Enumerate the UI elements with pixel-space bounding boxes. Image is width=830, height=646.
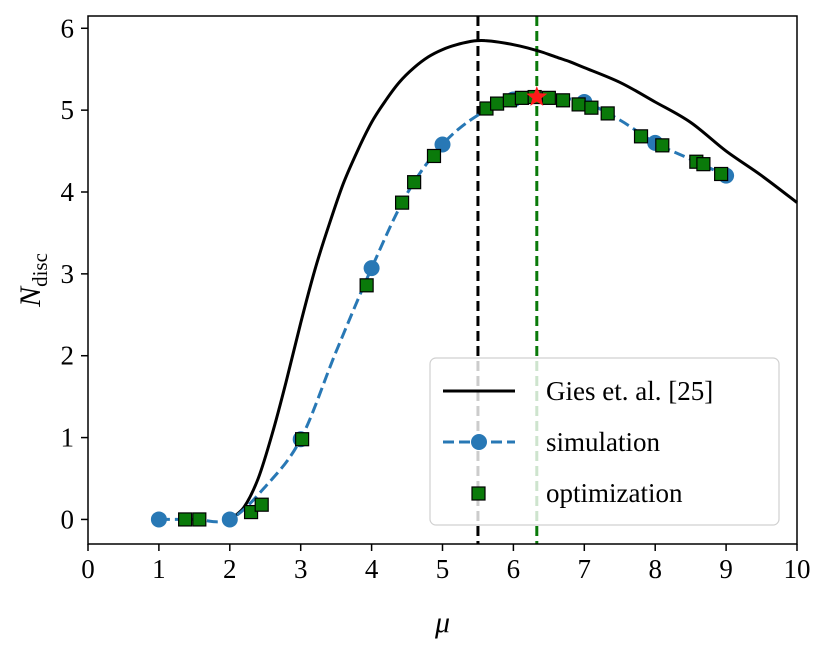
y-tick-label: 6: [61, 13, 75, 43]
simulation-point: [434, 136, 451, 153]
optimization-point: [243, 504, 259, 520]
simulation-point: [150, 511, 167, 528]
optimization-point: [489, 96, 505, 111]
legend-box: [429, 357, 780, 526]
x-tick-label: 5: [436, 554, 450, 584]
x-tick-label: 8: [648, 554, 662, 584]
optimization-point: [254, 497, 269, 512]
series-gies-line: [228, 38, 798, 521]
legend-label-gies: Gies et. al. [25]: [546, 376, 713, 406]
optimization-point: [295, 432, 310, 447]
legend-label-optimization: optimization: [546, 478, 683, 508]
optimization-point: [696, 157, 711, 172]
optimization-point: [600, 106, 615, 121]
optimization-point: [514, 90, 530, 105]
y-axis-label: Ndisc: [14, 253, 52, 308]
simulation-point: [363, 260, 380, 277]
optimum-star-marker: [526, 86, 548, 106]
simulation-point: [221, 511, 238, 528]
x-tick-label: 3: [294, 554, 308, 584]
x-tick-label: 9: [719, 554, 733, 584]
optimization-point: [555, 93, 571, 108]
optimization-point: [426, 148, 442, 164]
optimization-point: [178, 512, 193, 527]
optimization-point: [192, 512, 207, 527]
y-tick-label: 1: [61, 423, 75, 453]
axes: 0 1 2 3 4 5 6 7 8 9 10 0 1 2 3 4 5 6 μ Ndisc: [14, 13, 811, 639]
optimization-point: [394, 195, 410, 210]
y-tick-label: 0: [61, 504, 75, 534]
legend: Gies et. al. [25] simulation optimizatio…: [429, 357, 780, 526]
x-tick-label: 7: [578, 554, 592, 584]
x-tick-label: 4: [365, 554, 379, 584]
x-tick-label: 6: [507, 554, 521, 584]
y-tick-label: 5: [61, 95, 75, 125]
x-tick-label: 2: [223, 554, 237, 584]
legend-label-simulation: simulation: [546, 427, 660, 457]
x-tick-label: 10: [784, 554, 811, 584]
y-axis-label-main: N: [14, 285, 47, 308]
optimization-point: [655, 138, 670, 153]
optimization-point: [714, 166, 729, 182]
legend-marker-optimization: [471, 486, 486, 501]
x-tick-label: 1: [152, 554, 166, 584]
y-tick-label: 4: [61, 177, 75, 207]
y-tick-label: 3: [61, 259, 75, 289]
y-tick-label: 2: [61, 341, 75, 371]
optimization-point: [502, 93, 517, 108]
optimization-point: [571, 97, 586, 112]
optimization-point: [633, 129, 649, 144]
optimization-point: [407, 175, 422, 190]
optimization-point: [584, 100, 599, 115]
legend-marker-simulation: [471, 434, 487, 450]
x-ticks: 0 1 2 3 4 5 6 7 8 9 10: [81, 544, 811, 584]
x-tick-label: 0: [81, 554, 95, 584]
y-axis-label-sub: disc: [28, 253, 52, 287]
optimization-point: [359, 278, 374, 293]
y-ticks: 0 1 2 3 4 5 6: [61, 13, 88, 534]
x-axis-label: μ: [434, 606, 450, 639]
optimization-point: [541, 90, 556, 105]
